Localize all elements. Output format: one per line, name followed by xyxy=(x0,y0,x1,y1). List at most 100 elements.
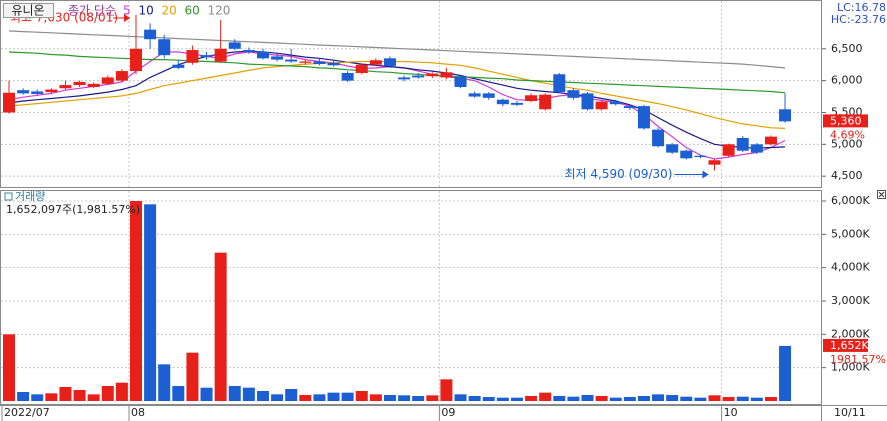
volume-bar xyxy=(609,397,622,401)
candle-body xyxy=(567,90,580,98)
candle-body xyxy=(609,101,622,105)
candle-body xyxy=(779,109,792,122)
x-tick-label: 08 xyxy=(131,406,145,419)
volume-bar xyxy=(115,382,128,401)
volume-bar xyxy=(313,394,326,401)
candle-body xyxy=(383,58,396,66)
volume-bar xyxy=(652,394,665,401)
candle-body xyxy=(496,99,509,105)
candle-body xyxy=(271,56,284,60)
legend-entry: 10 xyxy=(139,4,154,18)
candle-body xyxy=(327,62,340,66)
candle-body xyxy=(369,60,382,65)
volume-bar xyxy=(412,396,425,401)
volume-bar xyxy=(722,397,735,401)
volume-subtitle: 1,652,097주(1,981.57%) xyxy=(6,203,140,216)
volume-bar xyxy=(426,395,439,401)
volume-bar xyxy=(567,396,580,401)
legend-entry: 60 xyxy=(185,4,200,18)
x-tick-label: 09 xyxy=(441,406,455,419)
candle-body xyxy=(341,72,354,81)
volume-title: 거래량 xyxy=(15,190,45,203)
current-volume-label: 1,652K xyxy=(830,339,869,352)
volume-change-label: 1981.57% xyxy=(830,353,886,366)
candle-body xyxy=(17,90,30,94)
volume-bar xyxy=(73,390,86,401)
volume-bar xyxy=(779,345,792,401)
volume-bar xyxy=(158,364,171,401)
change-label: 4.69% xyxy=(830,128,865,141)
volume-bar xyxy=(764,397,777,401)
ma-line xyxy=(8,50,786,149)
y-tick-label: 5,000 xyxy=(831,137,863,150)
volume-bar xyxy=(271,394,284,401)
candle-body xyxy=(285,59,298,62)
annotation-arrowhead xyxy=(123,14,130,23)
volume-bar xyxy=(214,252,227,401)
candle-body xyxy=(581,93,594,110)
volume-bar xyxy=(736,396,749,401)
y-tick-label: 5,000K xyxy=(831,227,870,240)
volume-bar xyxy=(539,392,552,401)
candle-body xyxy=(45,89,58,93)
volume-bar xyxy=(510,397,523,401)
volume-bar xyxy=(623,397,636,401)
volume-bar xyxy=(369,394,382,401)
candle-body xyxy=(355,64,368,73)
candle-body xyxy=(652,129,665,147)
volume-bar xyxy=(525,396,538,401)
candle-body xyxy=(440,72,453,78)
candle-body xyxy=(186,50,199,63)
candle-body xyxy=(242,50,255,52)
x-tick-label: 2022/07 xyxy=(4,406,50,419)
volume-bar xyxy=(242,387,255,401)
lc-label: LC:16.78 xyxy=(837,1,886,14)
volume-bar xyxy=(595,396,608,401)
candle-body xyxy=(708,160,721,165)
legend-title: 종가 단순 xyxy=(68,4,116,18)
candle-body xyxy=(637,106,650,129)
volume-bar xyxy=(144,204,157,401)
volume-bar xyxy=(440,379,453,401)
candle-body xyxy=(158,39,171,56)
volume-bar xyxy=(3,334,15,401)
volume-bar xyxy=(482,397,495,401)
ma-line xyxy=(8,30,786,69)
volume-bar xyxy=(750,397,763,401)
ma-line xyxy=(8,60,786,129)
hc-label: HC:-23.76 xyxy=(831,13,886,26)
y-tick-label: 6,000K xyxy=(831,194,870,207)
y-tick-label: 1,000K xyxy=(831,361,870,374)
candle-body xyxy=(482,93,495,98)
candle-body xyxy=(736,137,749,151)
volume-bar xyxy=(101,386,114,401)
volume-bar xyxy=(200,387,213,401)
candle-body xyxy=(256,51,269,59)
legend-entry: 5 xyxy=(123,4,131,18)
candle-body xyxy=(539,94,552,110)
y-tick-label: 6,000 xyxy=(831,74,863,87)
stock-name-box[interactable] xyxy=(3,3,54,18)
candle-body xyxy=(299,61,312,63)
volume-bar xyxy=(256,391,269,401)
candle-body xyxy=(510,102,523,105)
candle-body xyxy=(144,29,157,40)
candle-body xyxy=(623,106,636,109)
volume-bar xyxy=(708,395,721,401)
volume-bar xyxy=(129,201,142,401)
volume-bar xyxy=(454,394,467,401)
candle-body xyxy=(764,136,777,145)
volume-bar xyxy=(496,397,509,401)
last-date: 10/11 xyxy=(834,406,866,419)
volume-bar xyxy=(327,392,340,401)
volume-bar xyxy=(17,392,30,401)
y-tick-label: 6,500 xyxy=(831,42,863,55)
candle-body xyxy=(200,55,213,58)
y-tick-label: 3,000K xyxy=(831,294,870,307)
candle-body xyxy=(722,144,735,156)
candle-body xyxy=(426,73,439,77)
candle-body xyxy=(228,42,241,49)
candle-body xyxy=(73,81,86,86)
